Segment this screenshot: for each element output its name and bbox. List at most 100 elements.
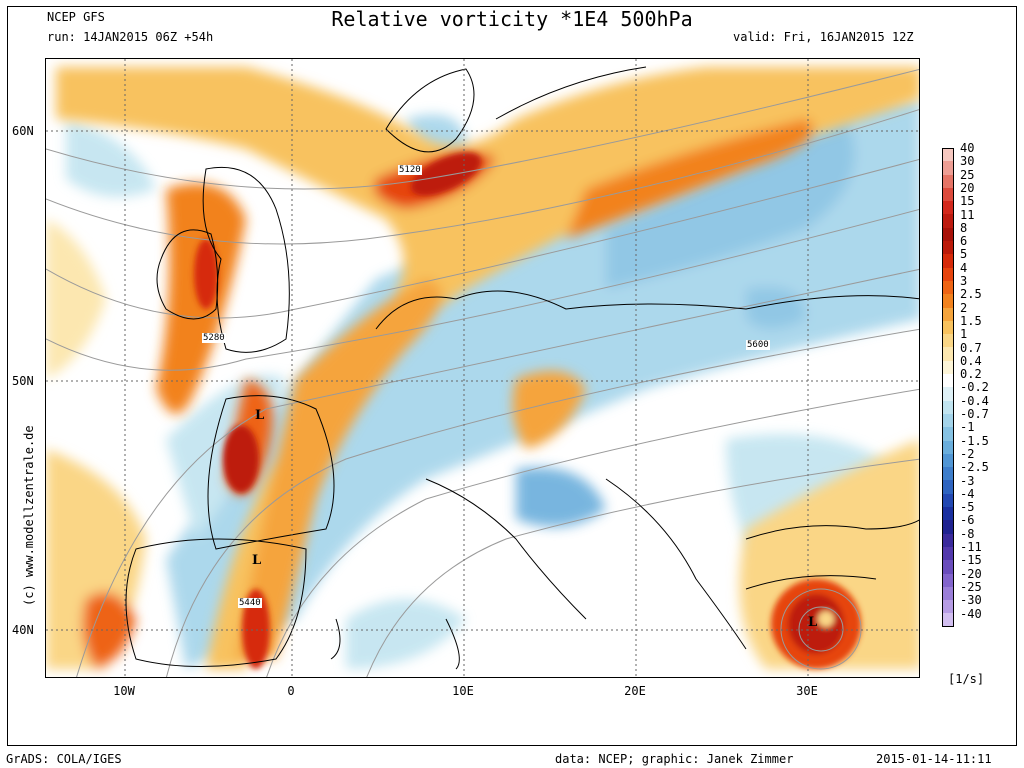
colorbar-swatch xyxy=(942,560,954,574)
colorbar-swatch xyxy=(942,347,954,361)
lon-label-0: 0 xyxy=(287,684,295,698)
colorbar-swatch xyxy=(942,334,954,348)
figure-frame xyxy=(7,6,1017,746)
colorbar-swatch xyxy=(942,520,954,534)
height-contours xyxy=(46,68,919,677)
chart-title: Relative vorticity *1E4 500hPa xyxy=(331,7,693,31)
colorbar-label: 20 xyxy=(960,180,975,195)
colorbar-label: 25 xyxy=(960,167,975,182)
colorbar-swatch xyxy=(942,453,954,468)
colorbar-swatch xyxy=(942,227,954,242)
colorbar-label: 5 xyxy=(960,247,968,262)
valid-time: valid: Fri, 16JAN2015 12Z xyxy=(733,30,914,44)
grads-credit: GrADS: COLA/IGES xyxy=(6,752,122,766)
colorbar xyxy=(942,148,954,627)
colorbar-swatch xyxy=(942,254,954,268)
lat-label-40n: 40N xyxy=(12,623,34,637)
colorbar-label: -0.7 xyxy=(960,407,989,421)
model-name: NCEP GFS xyxy=(47,10,105,24)
colorbar-label: 1 xyxy=(960,327,968,342)
colorbar-label: 1.5 xyxy=(960,313,982,328)
colorbar-label: -0.2 xyxy=(960,380,989,395)
colorbar-label: -2.5 xyxy=(960,460,989,475)
lon-label-20e: 20E xyxy=(624,684,646,698)
vorticity-map: 5120 5280 5600 5440 L L L xyxy=(45,58,920,678)
colorbar-swatch xyxy=(942,507,954,521)
colorbar-swatch xyxy=(942,613,954,627)
colorbar-swatch xyxy=(942,546,954,561)
colorbar-unit: [1/s] xyxy=(948,672,985,686)
colorbar-label: 2 xyxy=(960,300,968,315)
colorbar-swatch xyxy=(942,573,954,587)
colorbar-label: 0.7 xyxy=(960,340,982,355)
colorbar-label: 11 xyxy=(960,207,975,222)
colorbar-label: 0.4 xyxy=(960,353,982,368)
colorbar-swatch xyxy=(942,600,954,614)
lon-label-10e: 10E xyxy=(452,684,474,698)
colorbar-label: -5 xyxy=(960,500,975,515)
lon-label-30e: 30E xyxy=(796,684,818,698)
lat-label-60n: 60N xyxy=(12,124,34,138)
colorbar-label: -0.4 xyxy=(960,393,989,408)
colorbar-label: 8 xyxy=(960,220,968,235)
lat-lon-grid xyxy=(46,59,919,677)
colorbar-label: -30 xyxy=(960,593,982,608)
colorbar-swatch xyxy=(942,586,954,601)
colorbar-swatch xyxy=(942,440,954,454)
colorbar-label: -1.5 xyxy=(960,433,989,448)
coastlines xyxy=(125,66,919,670)
colorbar-swatch xyxy=(942,387,954,401)
colorbar-swatch xyxy=(942,201,954,215)
colorbar-swatch xyxy=(942,214,954,228)
low-marker-turkey: L xyxy=(808,615,818,630)
map-canvas xyxy=(46,59,919,677)
contour-label-5600: 5600 xyxy=(746,340,770,350)
colorbar-label: 4 xyxy=(960,260,968,275)
colorbar-swatch xyxy=(942,187,954,202)
colorbar-label: -8 xyxy=(960,526,975,541)
colorbar-swatch xyxy=(942,148,954,162)
colorbar-swatch xyxy=(942,493,954,508)
colorbar-swatch xyxy=(942,427,954,441)
data-credit: data: NCEP; graphic: Janek Zimmer xyxy=(555,752,794,766)
colorbar-label: 15 xyxy=(960,194,975,209)
contour-label-5280: 5280 xyxy=(202,333,226,343)
colorbar-swatch xyxy=(942,241,954,255)
colorbar-swatch xyxy=(942,374,954,388)
colorbar-swatch xyxy=(942,294,954,308)
colorbar-swatch xyxy=(942,174,954,188)
colorbar-swatch xyxy=(942,480,954,494)
colorbar-label: -40 xyxy=(960,606,982,621)
colorbar-label: -15 xyxy=(960,553,982,568)
colorbar-swatch xyxy=(942,267,954,281)
lat-label-50n: 50N xyxy=(12,374,34,388)
colorbar-label: 40 xyxy=(960,141,975,155)
colorbar-label: -20 xyxy=(960,566,982,581)
colorbar-label: -11 xyxy=(960,540,982,554)
colorbar-label: -3 xyxy=(960,473,975,488)
colorbar-swatch xyxy=(942,161,954,175)
colorbar-label: 2.5 xyxy=(960,287,982,302)
colorbar-label: -4 xyxy=(960,486,975,501)
copyright-text: (c) www.modellzentrale.de xyxy=(22,425,36,606)
colorbar-label: -25 xyxy=(960,579,982,594)
lon-label-10w: 10W xyxy=(113,684,135,698)
colorbar-label: 0.2 xyxy=(960,367,982,382)
colorbar-swatch xyxy=(942,413,954,428)
colorbar-swatch xyxy=(942,400,954,414)
colorbar-label: 3 xyxy=(960,274,968,288)
low-marker-biscay: L xyxy=(255,408,265,423)
colorbar-swatch xyxy=(942,467,954,481)
low-marker-iberia: L xyxy=(252,553,262,568)
colorbar-label: -2 xyxy=(960,446,975,461)
colorbar-swatch xyxy=(942,360,954,375)
run-info: run: 14JAN2015 06Z +54h xyxy=(47,30,214,44)
colorbar-swatch xyxy=(942,320,954,335)
contour-label-5120: 5120 xyxy=(398,165,422,175)
contour-label-5440: 5440 xyxy=(238,598,262,608)
colorbar-label: 30 xyxy=(960,154,975,169)
timestamp: 2015-01-14-11:11 xyxy=(876,752,992,766)
colorbar-label: -1 xyxy=(960,420,975,435)
colorbar-swatch xyxy=(942,307,954,321)
colorbar-swatch xyxy=(942,280,954,295)
